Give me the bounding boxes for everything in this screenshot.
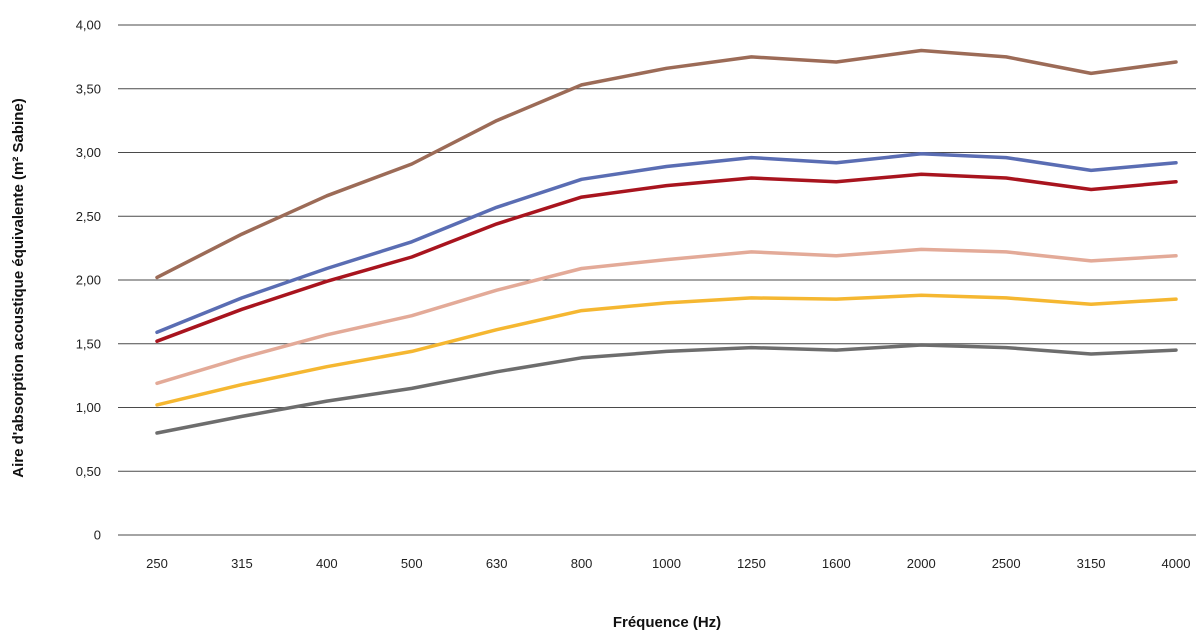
x-tick-label: 500	[401, 556, 423, 571]
series-line-1	[155, 48, 1178, 280]
y-tick-label: 3,50	[76, 81, 101, 96]
x-tick-label: 1600	[822, 556, 851, 571]
x-tick-label: 630	[486, 556, 508, 571]
x-axis-title: Fréquence (Hz)	[613, 614, 721, 631]
y-tick-label: 0	[94, 528, 101, 543]
series-line-5	[155, 293, 1178, 407]
gridlines	[118, 24, 1196, 536]
series-line-3	[155, 172, 1178, 343]
y-axis-title: Aire d'absorption acoustique équivalente…	[10, 98, 27, 477]
x-tick-label: 800	[571, 556, 593, 571]
x-tick-label: 1000	[652, 556, 681, 571]
series-line-6	[155, 343, 1178, 435]
x-tick-label: 2500	[992, 556, 1021, 571]
y-tick-label: 0,50	[76, 464, 101, 479]
y-tick-label: 3,00	[76, 145, 101, 160]
series-lines	[155, 48, 1178, 435]
y-tick-label: 2,00	[76, 273, 101, 288]
y-tick-label: 1,00	[76, 400, 101, 415]
y-tick-label: 4,00	[76, 18, 101, 33]
x-tick-label: 250	[146, 556, 168, 571]
series-line-4	[155, 247, 1178, 386]
x-tick-label: 3150	[1077, 556, 1106, 571]
y-tick-label: 2,50	[76, 209, 101, 224]
x-tick-label: 315	[231, 556, 253, 571]
x-tick-label: 2000	[907, 556, 936, 571]
x-tick-label: 1250	[737, 556, 766, 571]
x-tick-labels: 250 315 400 500 630 800 1000 1250 1600 2000 2500 31…	[146, 556, 1190, 571]
x-tick-label: 400	[316, 556, 338, 571]
series-line-2	[155, 152, 1178, 335]
x-tick-label: 4000	[1162, 556, 1191, 571]
y-tick-label: 1,50	[76, 336, 101, 351]
y-tick-labels: 0 0,50 1,00 1,50 2,00 2,50 3,00 3,50 4,00	[76, 18, 101, 543]
